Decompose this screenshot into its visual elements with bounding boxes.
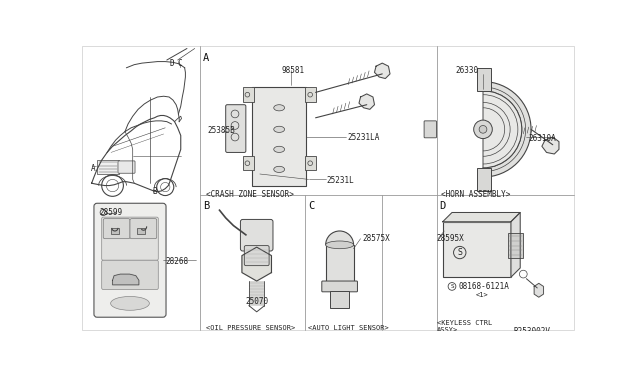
Text: <AUTO LIGHT SENSOR>: <AUTO LIGHT SENSOR> — [308, 325, 388, 331]
Bar — [138, 228, 145, 234]
Bar — [243, 156, 253, 170]
Text: 98581: 98581 — [282, 66, 305, 75]
FancyBboxPatch shape — [424, 121, 436, 138]
Text: 26330: 26330 — [456, 66, 479, 75]
Polygon shape — [443, 212, 520, 222]
Bar — [252, 87, 307, 186]
Text: 25231LA: 25231LA — [348, 133, 380, 142]
FancyBboxPatch shape — [118, 161, 135, 173]
Circle shape — [479, 125, 487, 133]
Bar — [111, 228, 119, 234]
Text: 28575X: 28575X — [363, 234, 390, 243]
Text: A: A — [91, 164, 95, 173]
Text: 08168-6121A: 08168-6121A — [458, 282, 509, 291]
Bar — [305, 156, 316, 170]
Text: D: D — [440, 201, 446, 211]
Polygon shape — [374, 63, 390, 78]
Text: 28268: 28268 — [165, 257, 188, 266]
Ellipse shape — [274, 166, 285, 173]
Circle shape — [474, 120, 492, 139]
Text: C: C — [308, 201, 314, 211]
Bar — [508, 233, 524, 258]
Text: D: D — [170, 58, 175, 67]
Bar — [249, 281, 264, 306]
Polygon shape — [542, 137, 559, 154]
Polygon shape — [113, 274, 139, 285]
Ellipse shape — [326, 241, 353, 249]
FancyBboxPatch shape — [103, 219, 130, 239]
Text: 26310A: 26310A — [528, 134, 556, 143]
Polygon shape — [242, 247, 271, 281]
Text: B: B — [204, 201, 209, 211]
Ellipse shape — [274, 126, 285, 132]
Ellipse shape — [111, 296, 149, 310]
Text: 25070: 25070 — [245, 297, 268, 306]
Text: <KEYLESS CTRL: <KEYLESS CTRL — [437, 320, 493, 326]
FancyBboxPatch shape — [244, 246, 269, 266]
Text: S: S — [458, 248, 462, 257]
Text: C: C — [178, 58, 182, 67]
Text: S: S — [451, 284, 454, 289]
FancyBboxPatch shape — [226, 105, 246, 153]
FancyBboxPatch shape — [94, 203, 166, 317]
FancyBboxPatch shape — [102, 260, 158, 289]
Polygon shape — [534, 283, 543, 297]
Bar — [477, 168, 491, 191]
Text: <1>: <1> — [476, 292, 488, 298]
Text: <CRASH ZONE SENSOR>: <CRASH ZONE SENSOR> — [206, 190, 294, 199]
Bar — [443, 222, 511, 277]
Bar — [326, 245, 353, 283]
Text: <HORN ASSEMBLY>: <HORN ASSEMBLY> — [441, 190, 511, 199]
Bar — [305, 87, 316, 102]
Polygon shape — [359, 94, 374, 109]
Bar — [97, 160, 119, 174]
Ellipse shape — [274, 146, 285, 153]
Text: 28595X: 28595X — [436, 234, 464, 243]
FancyBboxPatch shape — [102, 217, 158, 260]
FancyBboxPatch shape — [130, 219, 157, 239]
Text: 25385B: 25385B — [208, 126, 236, 135]
Bar — [477, 68, 491, 91]
FancyBboxPatch shape — [241, 219, 273, 251]
Wedge shape — [326, 231, 353, 245]
Text: B: B — [153, 187, 157, 196]
Ellipse shape — [274, 105, 285, 111]
Text: R253002V: R253002V — [514, 327, 551, 336]
Bar — [243, 87, 253, 102]
FancyBboxPatch shape — [322, 281, 358, 292]
Text: ASSY>: ASSY> — [437, 327, 458, 333]
Bar — [330, 291, 349, 308]
Text: 28599: 28599 — [99, 208, 122, 217]
Polygon shape — [511, 212, 520, 277]
Text: <OIL PRESSURE SENSOR>: <OIL PRESSURE SENSOR> — [206, 325, 296, 331]
Wedge shape — [483, 91, 522, 168]
Text: 25231L: 25231L — [326, 176, 354, 185]
Text: A: A — [204, 53, 209, 63]
Wedge shape — [483, 81, 531, 177]
